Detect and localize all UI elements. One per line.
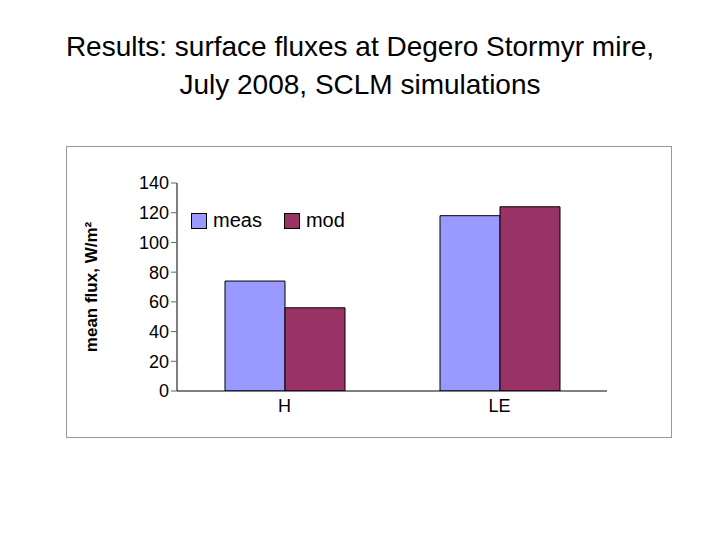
- svg-text:H: H: [278, 396, 291, 416]
- html-text:Results: surface fluxes at Deg: Results: surface fluxes at Degero Stormy…: [65, 31, 655, 100]
- svg-text:100: 100: [139, 233, 169, 253]
- svg-text:LE: LE: [488, 396, 510, 416]
- svg-text:140: 140: [139, 173, 169, 193]
- svg-text:80: 80: [149, 263, 169, 283]
- svg-text:0: 0: [159, 381, 169, 401]
- svg-text:120: 120: [139, 203, 169, 223]
- svg-text:mean flux, W/m²: mean flux, W/m²: [82, 221, 101, 352]
- svg-text:40: 40: [149, 322, 169, 342]
- html-text:meas: meas: [213, 209, 262, 231]
- svg-text:60: 60: [149, 292, 169, 312]
- svg-text:20: 20: [149, 352, 169, 372]
- html-text:mod: mod: [305, 209, 345, 231]
